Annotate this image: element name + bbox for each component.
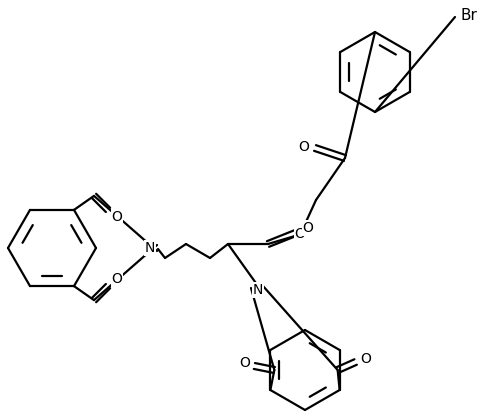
Text: O: O xyxy=(360,352,371,366)
Text: O: O xyxy=(112,210,122,224)
Text: O: O xyxy=(295,227,305,241)
Text: O: O xyxy=(302,221,314,235)
Text: O: O xyxy=(112,272,122,286)
Text: O: O xyxy=(299,140,309,154)
Text: N: N xyxy=(253,283,263,297)
Text: Br: Br xyxy=(460,8,477,23)
Text: N: N xyxy=(145,241,155,255)
Text: O: O xyxy=(239,356,250,370)
